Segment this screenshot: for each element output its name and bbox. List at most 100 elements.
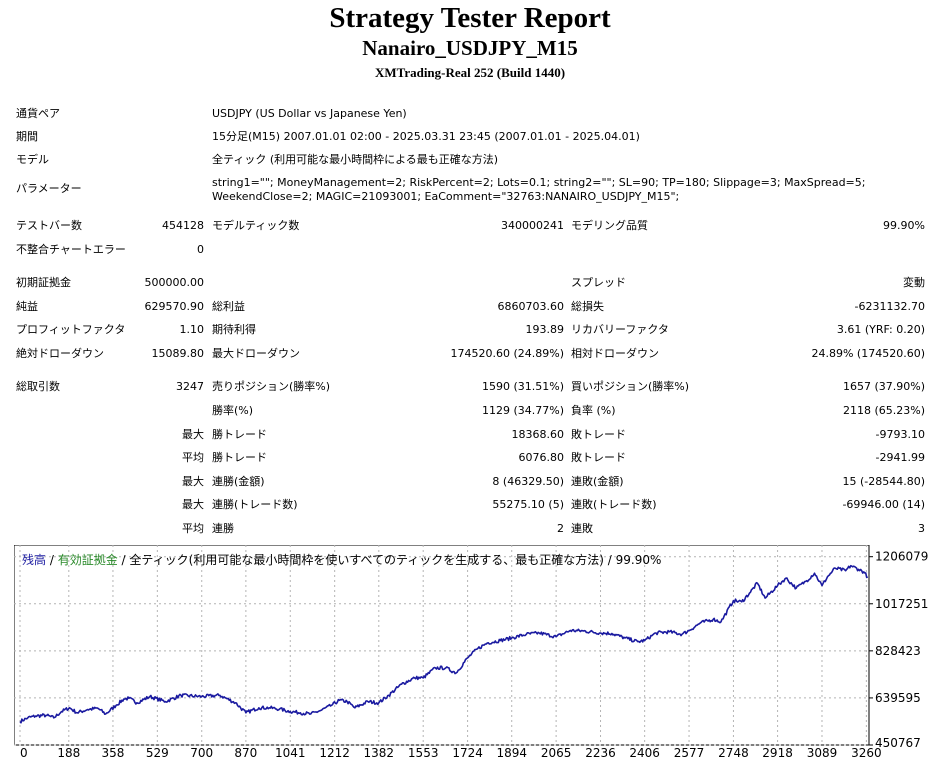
cons-win-value: 8 (46329.50) <box>492 475 564 488</box>
legend-separator: / <box>46 553 58 567</box>
x-tick-label: 1894 <box>496 746 527 760</box>
deposit-value: 500000.00 <box>144 276 205 289</box>
cons-lossamt-label: 連敗(トレード数) <box>571 498 657 511</box>
period-label: 期間 <box>16 130 38 143</box>
trades-label: 総取引数 <box>16 380 60 393</box>
pair-value: USDJPY (US Dollar vs Japanese Yen) <box>212 107 407 120</box>
bars-value: 454128 <box>162 219 204 232</box>
balance-line <box>19 564 869 724</box>
winrate-value: 1129 (34.77%) <box>481 404 564 417</box>
x-tick-label: 3089 <box>807 746 838 760</box>
netprofit-value: 629570.90 <box>144 300 205 313</box>
avg-label-2: 平均 <box>182 522 204 535</box>
balance-chart: 0 188 358 529 700 870 1041 1212 1382 1553 1724 1894… <box>14 545 928 760</box>
avg-cons-win-label: 連勝 <box>212 522 234 535</box>
x-tick-label: 2236 <box>585 746 616 760</box>
netprofit-label: 純益 <box>16 300 38 313</box>
params-label: パラメーター <box>16 182 82 195</box>
x-tick-label: 1382 <box>364 746 395 760</box>
x-tick-label: 188 <box>57 746 80 760</box>
x-tick-label: 1041 <box>275 746 306 760</box>
y-tick-label: 1017251 <box>875 597 928 611</box>
x-tick-label: 2065 <box>541 746 572 760</box>
short-value: 1590 (31.51%) <box>481 380 564 393</box>
spread-label: スプレッド <box>571 276 626 289</box>
cons-loss-label: 連敗(金額) <box>571 475 624 488</box>
params-line1: string1=""; MoneyManagement=2; RiskPerce… <box>212 176 866 189</box>
x-tick-label: 700 <box>190 746 213 760</box>
chart-title: 残高 / 有効証拠金 / 全ティック(利用可能な最小時間枠を使いすべてのティック… <box>22 551 661 568</box>
maxdd-value: 174520.60 (24.89%) <box>450 347 564 360</box>
avg-cons-loss-label: 連敗 <box>571 522 593 535</box>
avg-label-1: 平均 <box>182 451 204 464</box>
x-tick-label: 529 <box>146 746 169 760</box>
x-tick-label: 0 <box>20 746 28 760</box>
params-line2: WeekendClose=2; MAGIC=21093001; EaCommen… <box>212 190 680 203</box>
expected-value: 193.89 <box>525 323 565 336</box>
quality-value: 99.90% <box>883 219 925 232</box>
mismatch-label: 不整合チャートエラー <box>16 243 126 256</box>
reldd-label: 相対ドローダウン <box>571 347 659 360</box>
expected-label: 期待利得 <box>212 323 256 336</box>
mismatch-value: 0 <box>197 243 204 256</box>
grossprofit-label: 総利益 <box>212 300 245 313</box>
pf-value: 1.10 <box>179 323 205 336</box>
absdd-value: 15089.80 <box>151 347 205 360</box>
model-value: 全ティック (利用可能な最小時間枠による最も正確な方法) <box>212 153 499 166</box>
lossrate-label: 負率 (%) <box>571 404 616 417</box>
cons-lossamt-value: -69946.00 (14) <box>842 498 925 511</box>
avg-win-value: 6076.80 <box>518 451 565 464</box>
report-server: XMTrading-Real 252 (Build 1440) <box>374 65 566 80</box>
largest-loss-value: -9793.10 <box>875 428 925 441</box>
x-tick-label: 1724 <box>452 746 483 760</box>
trades-value: 3247 <box>176 380 204 393</box>
x-tick-label: 2406 <box>629 746 660 760</box>
report-title: Strategy Tester Report <box>329 2 611 34</box>
cons-loss-value: 15 (-28544.80) <box>842 475 925 488</box>
y-tick-label: 828423 <box>875 644 921 658</box>
winrate-label: 勝率(%) <box>212 404 254 417</box>
largest-loss-label: 敗トレード <box>571 428 626 441</box>
avg-cons-win-value: 2 <box>557 522 564 535</box>
ticks-value: 340000241 <box>501 219 564 232</box>
short-label: 売りポジション(勝率%) <box>212 380 331 393</box>
grossloss-value: -6231132.70 <box>854 300 925 313</box>
x-tick-label: 2918 <box>762 746 793 760</box>
absdd-label: 絶対ドローダウン <box>16 347 104 360</box>
avg-loss-label: 敗トレード <box>571 451 626 464</box>
legend-balance: 残高 <box>22 553 47 567</box>
plot-frame <box>14 545 870 746</box>
maxdd-label: 最大ドローダウン <box>212 347 300 360</box>
y-tick-label: 1206079 <box>875 550 928 564</box>
lossrate-value: 2118 (65.23%) <box>842 404 925 417</box>
x-tick-label: 358 <box>101 746 124 760</box>
largest-win-value: 18368.60 <box>511 428 565 441</box>
cons-profit-value: 55275.10 (5) <box>492 498 564 511</box>
model-label: モデル <box>16 153 49 166</box>
avg-loss-value: -2941.99 <box>875 451 925 464</box>
reldd-value: 24.89% (174520.60) <box>811 347 925 360</box>
max-label-3: 最大 <box>182 498 204 511</box>
x-tick-labels: 0 188 358 529 700 870 1041 1212 1382 1553 1724 1894… <box>20 746 882 760</box>
recovery-label: リカバリーファクタ <box>571 323 669 336</box>
report-subtitle: Nanairo_USDJPY_M15 <box>362 36 578 60</box>
chart-caption: / 全ティック(利用可能な最小時間枠を使いすべてのティックを生成する、最も正確な… <box>117 553 662 567</box>
largest-win-label: 勝トレード <box>212 428 267 441</box>
quality-label: モデリング品質 <box>571 219 648 232</box>
x-tick-label: 2748 <box>718 746 749 760</box>
grossloss-label: 総損失 <box>571 300 604 313</box>
x-tick-label: 2577 <box>674 746 705 760</box>
avg-cons-loss-value: 3 <box>918 522 925 535</box>
max-label-1: 最大 <box>182 428 204 441</box>
deposit-label: 初期証拠金 <box>16 276 71 289</box>
x-tick-label: 870 <box>234 746 257 760</box>
max-label-2: 最大 <box>182 475 204 488</box>
period-value: 15分足(M15) 2007.01.01 02:00 - 2025.03.31 … <box>212 130 640 143</box>
pf-label: プロフィットファクタ <box>16 323 126 336</box>
grossprofit-value: 6860703.60 <box>497 300 564 313</box>
x-tick-label: 1553 <box>408 746 439 760</box>
cons-win-label: 連勝(金額) <box>212 475 265 488</box>
long-value: 1657 (37.90%) <box>842 380 925 393</box>
x-tick-label: 3260 <box>851 746 882 760</box>
y-tick-label: 450767 <box>875 736 921 750</box>
